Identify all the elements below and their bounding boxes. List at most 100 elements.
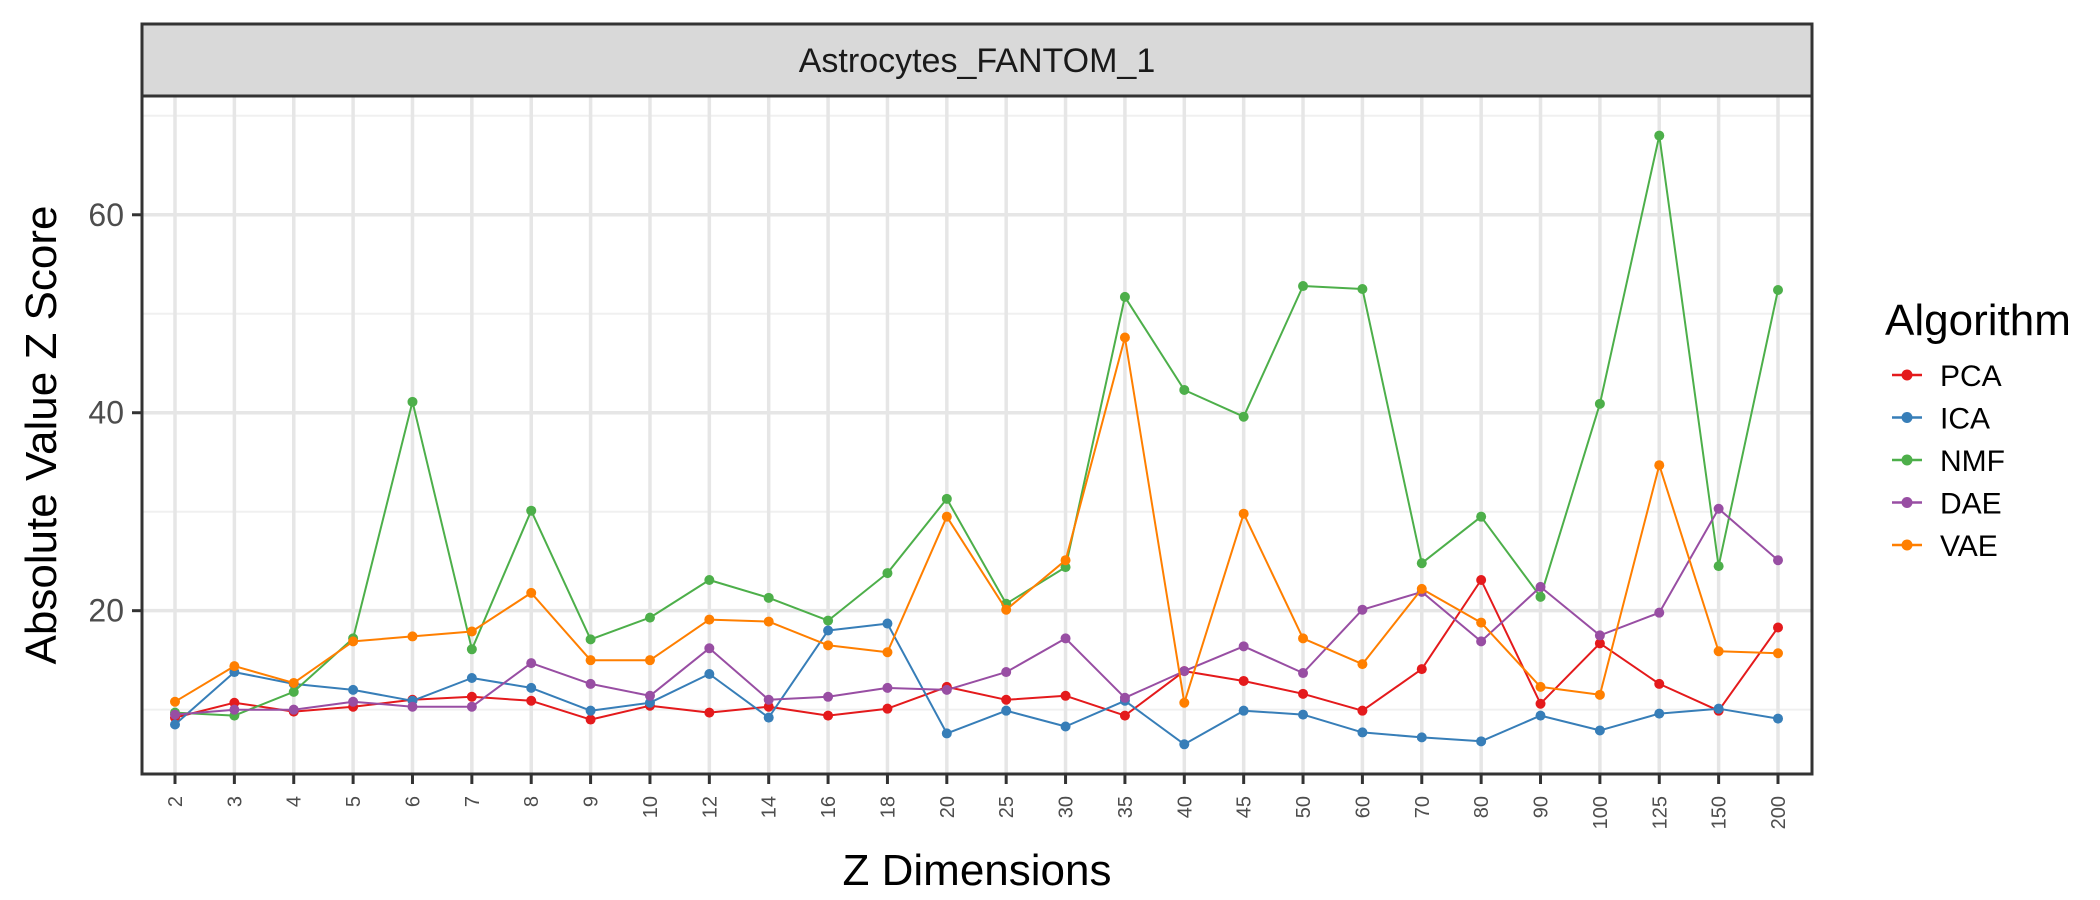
data-point-ica (1594, 725, 1605, 736)
data-point-dae (1654, 607, 1665, 618)
data-point-dae (704, 643, 715, 654)
x-tick-label: 18 (877, 796, 899, 818)
legend-label: DAE (1940, 488, 2002, 521)
x-tick-label: 3 (224, 796, 246, 807)
x-tick-label: 25 (996, 796, 1018, 818)
x-tick-label: 16 (818, 796, 840, 818)
data-point-nmf (1238, 411, 1249, 422)
data-point-pca (585, 714, 596, 725)
data-point-nmf (288, 686, 299, 697)
data-point-nmf (1654, 130, 1665, 141)
data-point-nmf (1594, 398, 1605, 409)
data-point-ica (941, 728, 952, 739)
data-point-ica (882, 618, 893, 629)
series-layer (170, 130, 1783, 750)
legend-label: ICA (1940, 403, 1990, 436)
data-point-ica (526, 682, 537, 693)
legend-label: VAE (1940, 530, 1998, 563)
x-tick-label: 70 (1412, 796, 1434, 818)
data-point-dae (763, 694, 774, 705)
data-point-vae (1060, 555, 1071, 566)
series-pca (170, 575, 1783, 725)
x-tick-label: 4 (284, 796, 306, 807)
x-tick-label: 60 (1352, 796, 1374, 818)
series-vae (170, 332, 1783, 708)
data-point-ica (466, 672, 477, 683)
data-point-dae (1179, 666, 1190, 677)
data-point-pca (704, 707, 715, 718)
data-point-dae (1119, 692, 1130, 703)
data-point-pca (1416, 664, 1427, 675)
x-tick-label: 200 (1768, 796, 1790, 829)
y-tick-label: 20 (88, 593, 124, 629)
x-tick-label: 30 (1056, 796, 1078, 818)
data-point-pca (229, 697, 240, 708)
x-tick-label: 5 (343, 796, 365, 807)
data-point-vae (704, 614, 715, 625)
facet-strip-label: Astrocytes_FANTOM_1 (799, 42, 1156, 80)
y-tick-label: 60 (88, 197, 124, 233)
x-tick-label: 9 (581, 796, 603, 807)
data-point-dae (941, 684, 952, 695)
data-point-nmf (466, 644, 477, 655)
data-point-dae (170, 709, 180, 720)
data-point-vae (1238, 508, 1249, 519)
plot-area (142, 96, 1812, 774)
data-point-nmf (644, 612, 655, 623)
x-tick-label: 90 (1531, 796, 1553, 818)
data-point-vae (941, 511, 952, 522)
data-point-ica (704, 669, 715, 680)
facet-strip: Astrocytes_FANTOM_1 (140, 22, 1814, 98)
x-axis-title: Z Dimensions (843, 846, 1112, 895)
facet-strip-background (140, 22, 1814, 98)
x-tick-label: 2 (165, 796, 187, 807)
data-point-dae (1298, 668, 1309, 679)
data-point-nmf (1713, 561, 1724, 572)
data-point-nmf (1179, 384, 1190, 395)
x-tick-label: 10 (640, 796, 662, 818)
legend-key-point (1901, 454, 1913, 466)
x-tick-label: 20 (937, 796, 959, 818)
data-point-nmf (882, 568, 893, 579)
data-point-vae (1298, 633, 1309, 644)
data-point-vae (1535, 681, 1546, 692)
data-point-nmf (407, 396, 418, 407)
data-point-nmf (1298, 281, 1309, 292)
data-point-vae (526, 587, 537, 598)
data-point-ica (1179, 739, 1190, 750)
data-point-pca (882, 703, 893, 714)
legend-item-ica: ICA (1892, 403, 1990, 436)
data-point-dae (823, 691, 834, 702)
x-tick-label: 12 (699, 796, 721, 818)
data-point-vae (882, 647, 893, 658)
data-point-ica (823, 625, 834, 636)
data-point-pca (1535, 698, 1546, 709)
data-point-vae (644, 655, 655, 666)
data-point-pca (763, 701, 774, 712)
data-point-vae (1713, 646, 1724, 657)
data-point-vae (1594, 689, 1605, 700)
legend-key-point (1901, 539, 1913, 551)
data-point-dae (348, 696, 359, 707)
x-tick-label: 6 (402, 796, 424, 807)
data-point-pca (1594, 638, 1605, 649)
data-point-nmf (526, 505, 537, 516)
data-point-nmf (1416, 558, 1427, 569)
data-point-pca (1238, 675, 1249, 686)
data-point-nmf (585, 634, 596, 645)
data-point-ica (1298, 709, 1309, 720)
data-point-ica (644, 697, 655, 708)
series-ica (170, 618, 1783, 750)
x-tick-label: 80 (1471, 796, 1493, 818)
data-point-pca (823, 710, 834, 721)
data-point-pca (466, 691, 477, 702)
data-point-nmf (1476, 511, 1487, 522)
data-point-vae (170, 696, 180, 707)
legend-title: Algorithm (1885, 296, 2071, 345)
data-point-dae (1060, 633, 1071, 644)
x-tick-label: 150 (1709, 796, 1731, 829)
legend-key-point (1901, 412, 1913, 423)
data-point-dae (526, 658, 537, 669)
x-tick-label: 45 (1234, 796, 1256, 818)
data-point-nmf (1357, 284, 1368, 295)
